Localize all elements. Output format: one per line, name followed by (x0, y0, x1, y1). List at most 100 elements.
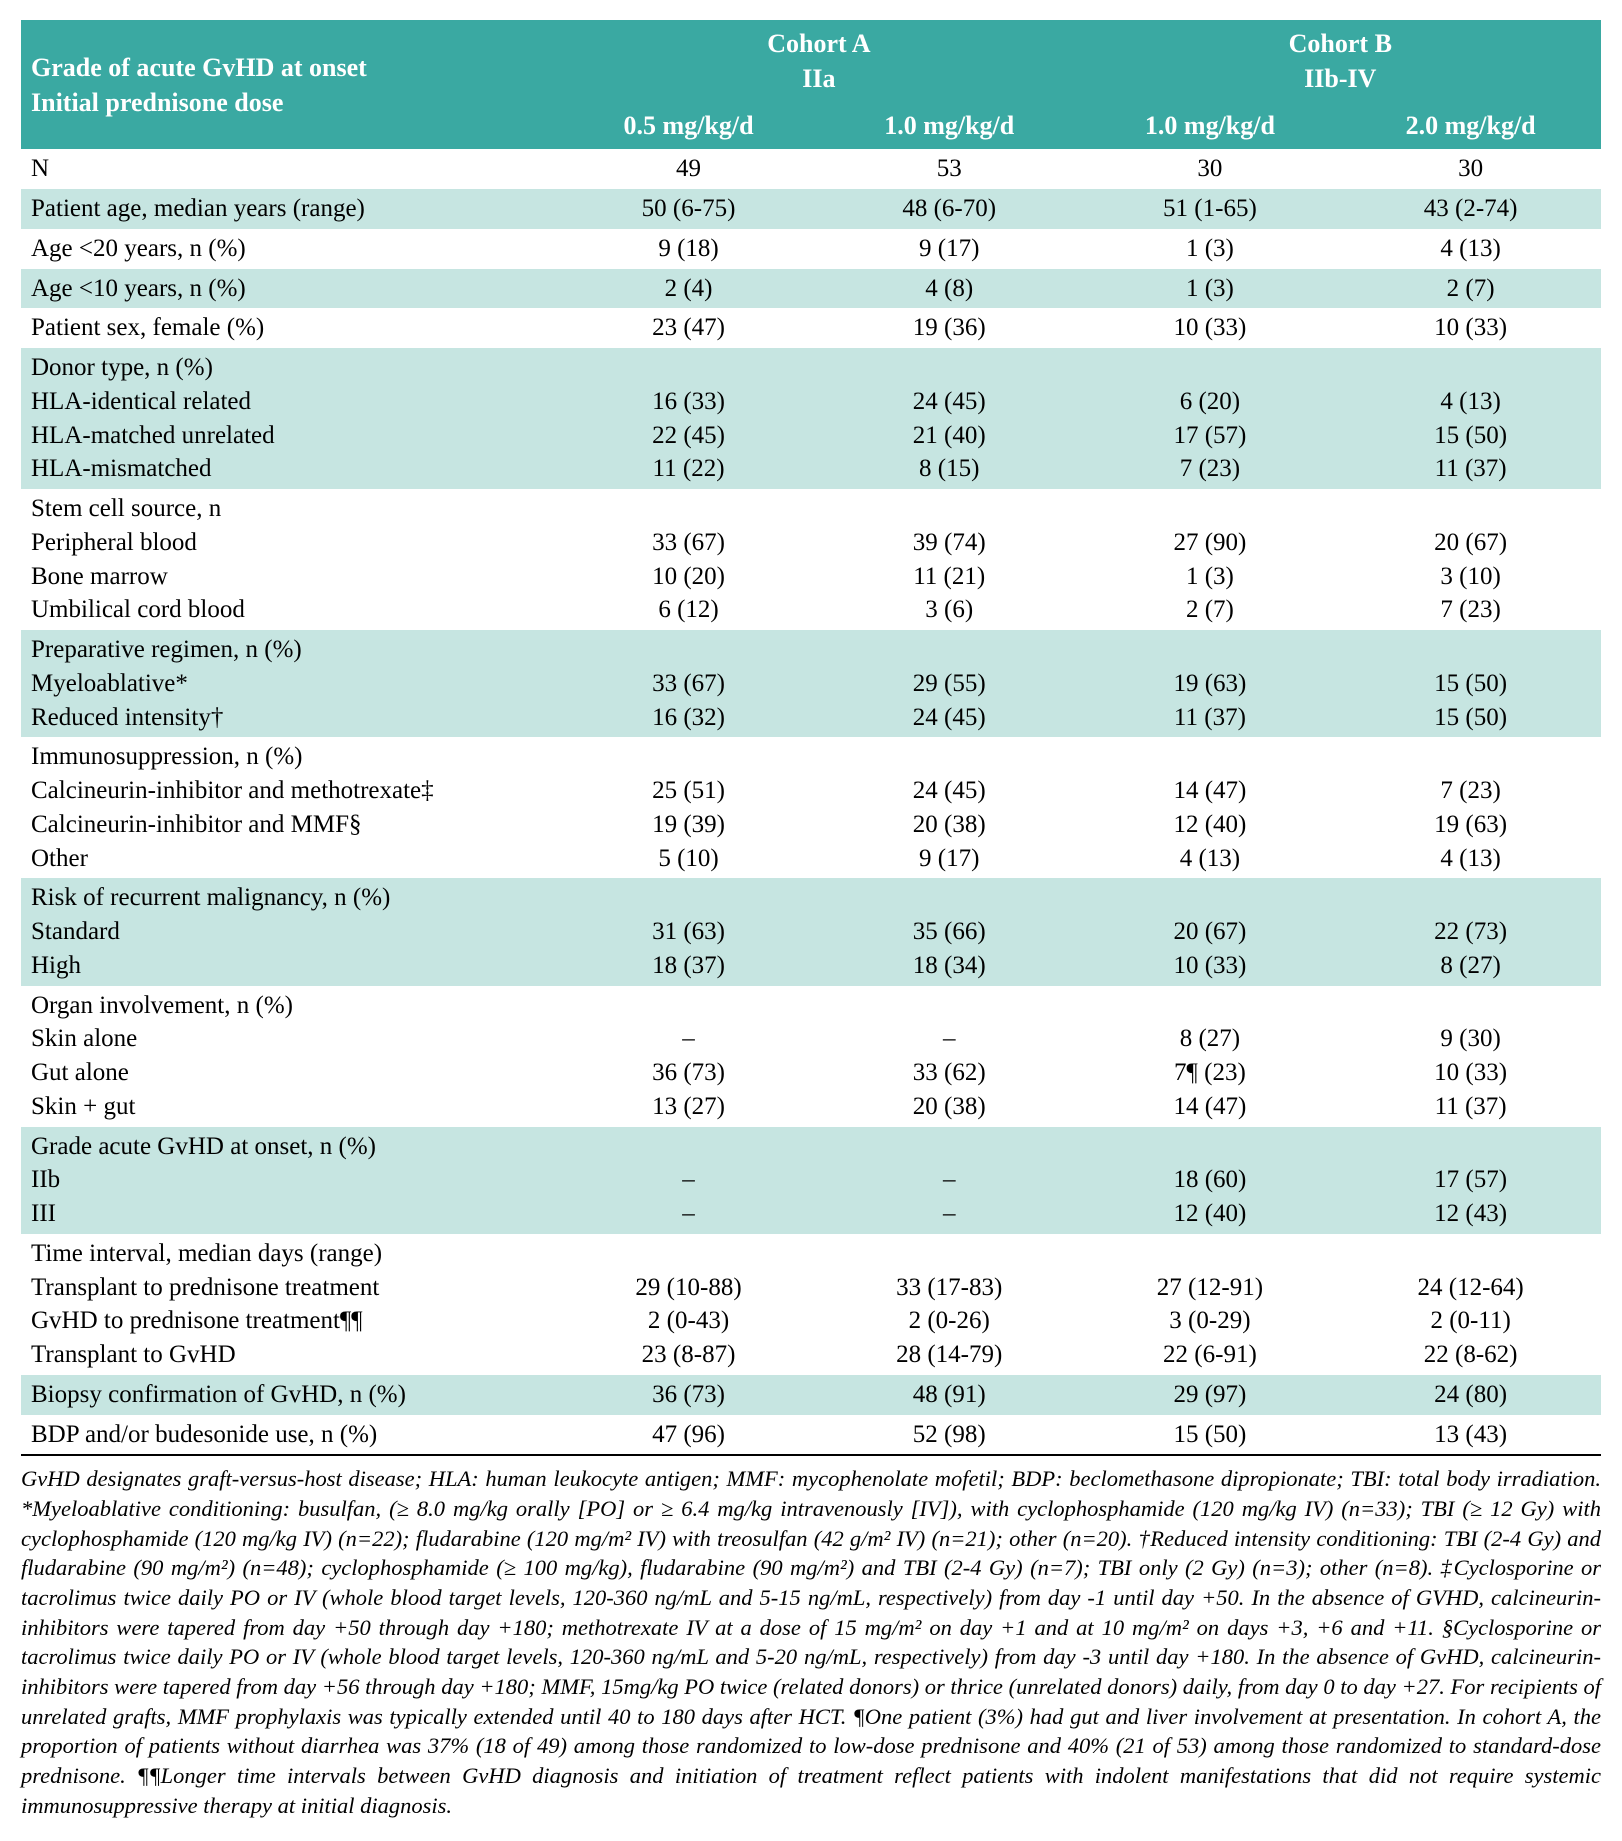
row-value-1: 36 (73) (558, 1375, 819, 1415)
row-label: Patient sex, female (%) (21, 308, 558, 348)
row-label: BDP and/or budesonide use, n (%) (21, 1415, 558, 1456)
row-label: Time interval, median days (range) Trans… (21, 1234, 558, 1375)
row-value-4: 17 (57) 12 (43) (1340, 1127, 1601, 1234)
row-value-3: 51 (1-65) (1080, 189, 1341, 229)
table-row: Age <10 years, n (%)2 (4)4 (8)1 (3)2 (7) (21, 269, 1601, 309)
table-row: BDP and/or budesonide use, n (%)47 (96)5… (21, 1415, 1601, 1456)
row-value-1: – 36 (73) 13 (27) (558, 986, 819, 1127)
row-value-1: 33 (67) 10 (20) 6 (12) (558, 489, 819, 630)
row-value-3: 29 (97) (1080, 1375, 1341, 1415)
header-line2: Initial prednisone dose (31, 88, 283, 117)
row-value-1: 25 (51) 19 (39) 5 (10) (558, 737, 819, 878)
row-value-4: 4 (13) (1340, 229, 1601, 269)
row-value-4: 15 (50) 15 (50) (1340, 630, 1601, 737)
row-value-2: – – (819, 1127, 1080, 1234)
row-value-2: 53 (819, 149, 1080, 189)
row-value-2: 24 (45) 20 (38) 9 (17) (819, 737, 1080, 878)
row-value-1: 2 (4) (558, 269, 819, 309)
row-value-3: 19 (63) 11 (37) (1080, 630, 1341, 737)
table-bottom-rule (21, 1455, 1601, 1456)
table-row: Preparative regimen, n (%) Myeloablative… (21, 630, 1601, 737)
row-value-2: 19 (36) (819, 308, 1080, 348)
row-value-4: 20 (67) 3 (10) 7 (23) (1340, 489, 1601, 630)
table-row: Risk of recurrent malignancy, n (%) Stan… (21, 878, 1601, 985)
row-value-4: 9 (30) 10 (33) 11 (37) (1340, 986, 1601, 1127)
table-header: Grade of acute GvHD at onset Initial pre… (21, 20, 1601, 149)
row-label: Organ involvement, n (%) Skin alone Gut … (21, 986, 558, 1127)
row-value-2: 4 (8) (819, 269, 1080, 309)
row-value-2: 24 (45) 21 (40) 8 (15) (819, 348, 1080, 489)
header-cohort-a: Cohort A IIa (558, 20, 1079, 102)
row-value-1: 33 (67) 16 (32) (558, 630, 819, 737)
row-label: Preparative regimen, n (%) Myeloablative… (21, 630, 558, 737)
row-value-2: – 33 (62) 20 (38) (819, 986, 1080, 1127)
row-value-3: 10 (33) (1080, 308, 1341, 348)
row-value-3: 15 (50) (1080, 1415, 1341, 1456)
row-value-4: 13 (43) (1340, 1415, 1601, 1456)
row-value-3: 18 (60) 12 (40) (1080, 1127, 1341, 1234)
table-row: Patient sex, female (%)23 (47)19 (36)10 … (21, 308, 1601, 348)
row-value-4: 24 (80) (1340, 1375, 1601, 1415)
row-value-1: 49 (558, 149, 819, 189)
row-value-2: 33 (17-83) 2 (0-26) 28 (14-79) (819, 1234, 1080, 1375)
clinical-table-container: Grade of acute GvHD at onset Initial pre… (21, 20, 1601, 1821)
row-label: Age <20 years, n (%) (21, 229, 558, 269)
table-row: Organ involvement, n (%) Skin alone Gut … (21, 986, 1601, 1127)
row-value-2: 29 (55) 24 (45) (819, 630, 1080, 737)
row-label: Biopsy confirmation of GvHD, n (%) (21, 1375, 558, 1415)
row-label: Immunosuppression, n (%) Calcineurin-inh… (21, 737, 558, 878)
row-label: N (21, 149, 558, 189)
table-row: Time interval, median days (range) Trans… (21, 1234, 1601, 1375)
dose-col-1: 0.5 mg/kg/d (558, 102, 819, 149)
cohort-b-grade: IIb-IV (1304, 64, 1376, 93)
footnote-text: GvHD designates graft-versus-host diseas… (21, 1464, 1601, 1820)
row-value-3: 6 (20) 17 (57) 7 (23) (1080, 348, 1341, 489)
row-label: Risk of recurrent malignancy, n (%) Stan… (21, 878, 558, 985)
row-value-4: 24 (12-64) 2 (0-11) 22 (8-62) (1340, 1234, 1601, 1375)
row-value-3: 20 (67) 10 (33) (1080, 878, 1341, 985)
row-value-2: 52 (98) (819, 1415, 1080, 1456)
row-value-4: 4 (13) 15 (50) 11 (37) (1340, 348, 1601, 489)
row-value-4: 30 (1340, 149, 1601, 189)
row-label: Grade acute GvHD at onset, n (%) IIb III (21, 1127, 558, 1234)
table-row: Biopsy confirmation of GvHD, n (%)36 (73… (21, 1375, 1601, 1415)
header-line1: Grade of acute GvHD at onset (31, 53, 367, 82)
table-body: N49533030Patient age, median years (rang… (21, 149, 1601, 1456)
row-value-3: 30 (1080, 149, 1341, 189)
row-value-4: 22 (73) 8 (27) (1340, 878, 1601, 985)
row-value-2: 35 (66) 18 (34) (819, 878, 1080, 985)
table-row: Immunosuppression, n (%) Calcineurin-inh… (21, 737, 1601, 878)
cohort-b-title: Cohort B (1289, 29, 1392, 58)
table-row: Stem cell source, n Peripheral blood Bon… (21, 489, 1601, 630)
row-value-1: – – (558, 1127, 819, 1234)
row-value-3: 14 (47) 12 (40) 4 (13) (1080, 737, 1341, 878)
row-value-3: 27 (90) 1 (3) 2 (7) (1080, 489, 1341, 630)
table-row: N49533030 (21, 149, 1601, 189)
clinical-table: Grade of acute GvHD at onset Initial pre… (21, 20, 1601, 1456)
table-row: Patient age, median years (range)50 (6-7… (21, 189, 1601, 229)
dose-col-2: 1.0 mg/kg/d (819, 102, 1080, 149)
row-value-2: 48 (6-70) (819, 189, 1080, 229)
row-value-2: 48 (91) (819, 1375, 1080, 1415)
row-value-4: 2 (7) (1340, 269, 1601, 309)
row-value-4: 7 (23) 19 (63) 4 (13) (1340, 737, 1601, 878)
row-value-4: 43 (2-74) (1340, 189, 1601, 229)
header-left: Grade of acute GvHD at onset Initial pre… (21, 20, 558, 149)
table-row: Age <20 years, n (%)9 (18)9 (17)1 (3)4 (… (21, 229, 1601, 269)
row-value-3: 1 (3) (1080, 269, 1341, 309)
row-label: Age <10 years, n (%) (21, 269, 558, 309)
row-value-1: 50 (6-75) (558, 189, 819, 229)
row-value-1: 23 (47) (558, 308, 819, 348)
dose-col-4: 2.0 mg/kg/d (1340, 102, 1601, 149)
row-label: Patient age, median years (range) (21, 189, 558, 229)
row-value-4: 10 (33) (1340, 308, 1601, 348)
row-value-3: 27 (12-91) 3 (0-29) 22 (6-91) (1080, 1234, 1341, 1375)
row-value-1: 16 (33) 22 (45) 11 (22) (558, 348, 819, 489)
row-label: Stem cell source, n Peripheral blood Bon… (21, 489, 558, 630)
row-value-1: 29 (10-88) 2 (0-43) 23 (8-87) (558, 1234, 819, 1375)
row-value-3: 1 (3) (1080, 229, 1341, 269)
cohort-a-title: Cohort A (767, 29, 870, 58)
row-value-2: 39 (74) 11 (21) 3 (6) (819, 489, 1080, 630)
row-value-1: 9 (18) (558, 229, 819, 269)
row-label: Donor type, n (%) HLA-identical related … (21, 348, 558, 489)
